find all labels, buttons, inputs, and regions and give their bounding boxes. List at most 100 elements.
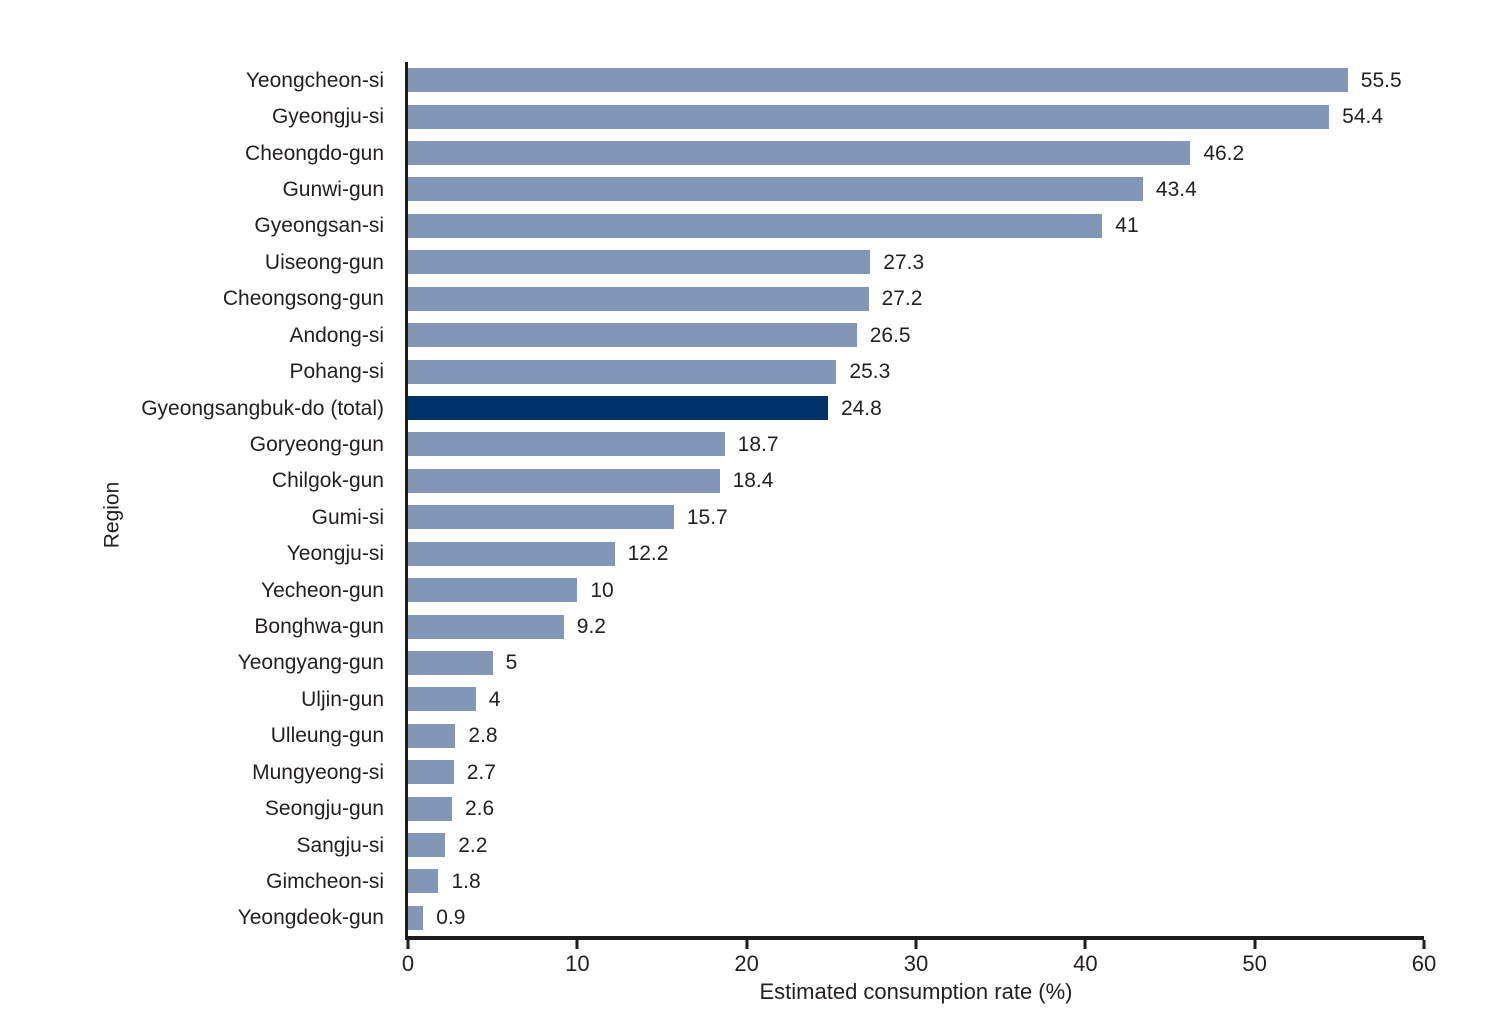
category-row: Yeongyang-gun xyxy=(0,645,396,681)
bar-row: 27.3 xyxy=(408,244,1424,280)
bar-value-label: 12.2 xyxy=(627,542,669,566)
category-label: Yeongcheon-si xyxy=(245,68,384,92)
category-row: Cheongdo-gun xyxy=(0,135,396,171)
bar-value-label: 27.2 xyxy=(881,287,923,311)
x-tick-label: 20 xyxy=(734,951,759,976)
category-label: Gyeongju-si xyxy=(271,105,384,129)
bar-value-label: 18.7 xyxy=(737,432,779,456)
bar-value-label: 27.3 xyxy=(883,250,925,274)
category-row: Gyeongju-si xyxy=(0,98,396,134)
bar xyxy=(408,796,453,821)
bar xyxy=(408,213,1103,238)
category-row: Andong-si xyxy=(0,317,396,353)
category-row: Bonghwa-gun xyxy=(0,608,396,644)
bar xyxy=(408,650,493,675)
bar-row: 12.2 xyxy=(408,535,1424,571)
category-row: Gyeongsan-si xyxy=(0,208,396,244)
bar xyxy=(408,68,1348,93)
category-row: Yeongdeok-gun xyxy=(0,900,396,936)
bar xyxy=(408,468,720,493)
bar xyxy=(408,869,439,894)
bar-row: 54.4 xyxy=(408,98,1424,134)
bar-value-label: 54.4 xyxy=(1342,105,1384,129)
bar-value-label: 2.6 xyxy=(465,797,495,821)
category-label: Sangju-si xyxy=(296,833,384,857)
bar-row: 4 xyxy=(408,681,1424,717)
bar-value-label: 18.4 xyxy=(732,469,774,493)
category-row: Gumi-si xyxy=(0,499,396,535)
category-label: Gyeongsangbuk-do (total) xyxy=(141,396,384,420)
category-label: Gunwi-gun xyxy=(282,177,384,201)
bar-value-label: 15.7 xyxy=(686,505,728,529)
bar xyxy=(408,578,578,603)
category-label: Bonghwa-gun xyxy=(254,615,384,639)
bar xyxy=(408,614,564,639)
bar xyxy=(408,833,446,858)
bar-row: 0.9 xyxy=(408,900,1424,936)
category-label: Cheongsong-gun xyxy=(222,287,384,311)
category-label: Yeongju-si xyxy=(286,542,384,566)
bar-value-label: 43.4 xyxy=(1155,177,1197,201)
bar xyxy=(408,359,837,384)
bar-row: 15.7 xyxy=(408,499,1424,535)
bar xyxy=(408,250,871,275)
x-tick-mark xyxy=(575,940,579,949)
bar-row: 18.4 xyxy=(408,463,1424,499)
x-tick-label: 0 xyxy=(401,951,415,976)
bar-row: 10 xyxy=(408,572,1424,608)
x-tick-label: 50 xyxy=(1242,951,1267,976)
category-label: Pohang-si xyxy=(289,360,384,384)
bar xyxy=(408,141,1191,166)
category-row: Cheongsong-gun xyxy=(0,281,396,317)
category-row: Sangju-si xyxy=(0,827,396,863)
bar-value-label: 0.9 xyxy=(436,906,466,930)
bar-row: 26.5 xyxy=(408,317,1424,353)
bar-row: 27.2 xyxy=(408,281,1424,317)
category-row: Pohang-si xyxy=(0,353,396,389)
category-label: Seongju-gun xyxy=(264,797,384,821)
bar-value-label: 26.5 xyxy=(869,323,911,347)
bar-value-label: 10 xyxy=(590,578,614,602)
category-row: Uljin-gun xyxy=(0,681,396,717)
bar-row: 2.8 xyxy=(408,718,1424,754)
x-tick-mark xyxy=(1083,940,1087,949)
bar-row: 9.2 xyxy=(408,608,1424,644)
bar xyxy=(408,723,456,748)
bar-row: 5 xyxy=(408,645,1424,681)
x-tick-mark xyxy=(1422,940,1426,949)
bar xyxy=(408,286,869,311)
bar xyxy=(408,432,725,457)
x-tick-label: 40 xyxy=(1073,951,1098,976)
category-label: Yecheon-gun xyxy=(260,578,384,602)
category-row: Seongju-gun xyxy=(0,790,396,826)
bar-row: 55.5 xyxy=(408,62,1424,98)
x-tick-mark xyxy=(406,940,410,949)
category-label: Gyeongsan-si xyxy=(254,214,384,238)
category-row: Ulleung-gun xyxy=(0,718,396,754)
bar-value-label: 2.8 xyxy=(468,724,498,748)
bar-row: 2.7 xyxy=(408,754,1424,790)
x-tick-label: 30 xyxy=(903,951,929,976)
bar xyxy=(408,104,1330,129)
bar-row: 2.2 xyxy=(408,827,1424,863)
bar-value-label: 1.8 xyxy=(451,869,481,893)
category-row: Gyeongsangbuk-do (total) xyxy=(0,390,396,426)
x-axis-title: Estimated consumption rate (%) xyxy=(759,979,1073,1004)
bar-value-label: 25.3 xyxy=(849,360,891,384)
category-label: Cheongdo-gun xyxy=(245,141,384,165)
category-row: Gimcheon-si xyxy=(0,863,396,899)
category-label: Yeongdeok-gun xyxy=(237,906,384,930)
category-label: Chilgok-gun xyxy=(271,469,384,493)
bar-row: 46.2 xyxy=(408,135,1424,171)
category-row: Gunwi-gun xyxy=(0,171,396,207)
category-row: Yeongcheon-si xyxy=(0,62,396,98)
x-tick-mark xyxy=(914,940,918,949)
category-label: Gimcheon-si xyxy=(266,869,384,893)
bar-value-label: 46.2 xyxy=(1203,141,1245,165)
category-row: Yecheon-gun xyxy=(0,572,396,608)
bar xyxy=(408,323,857,348)
category-label: Uljin-gun xyxy=(301,687,384,711)
bar-value-label: 24.8 xyxy=(840,396,882,420)
category-row: Chilgok-gun xyxy=(0,463,396,499)
